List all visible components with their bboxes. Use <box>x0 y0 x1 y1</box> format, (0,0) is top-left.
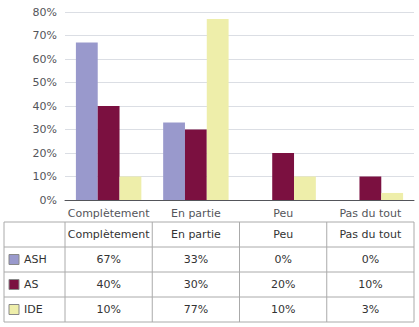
svg-text:33%: 33% <box>184 253 208 266</box>
svg-text:10%: 10% <box>96 303 120 316</box>
svg-text:30%: 30% <box>184 278 208 291</box>
svg-text:20%: 20% <box>271 278 295 291</box>
svg-text:Complètement: Complètement <box>68 228 150 241</box>
svg-text:40%: 40% <box>33 100 57 113</box>
svg-text:67%: 67% <box>96 253 120 266</box>
svg-text:60%: 60% <box>33 53 57 66</box>
svg-text:20%: 20% <box>33 147 57 160</box>
svg-text:AS: AS <box>24 278 39 291</box>
svg-text:0%: 0% <box>40 194 57 207</box>
svg-text:30%: 30% <box>33 123 57 136</box>
svg-text:10%: 10% <box>33 170 57 183</box>
svg-text:Pas du tout: Pas du tout <box>339 228 402 241</box>
svg-text:70%: 70% <box>33 29 57 42</box>
svg-text:50%: 50% <box>33 76 57 89</box>
svg-text:10%: 10% <box>271 303 295 316</box>
svg-text:80%: 80% <box>33 6 57 19</box>
svg-text:ASH: ASH <box>24 253 47 266</box>
svg-text:Complètement: Complètement <box>68 207 150 220</box>
svg-text:0%: 0% <box>362 253 379 266</box>
svg-text:IDE: IDE <box>24 303 43 316</box>
svg-text:77%: 77% <box>184 303 208 316</box>
svg-text:Peu: Peu <box>273 207 293 220</box>
svg-text:En partie: En partie <box>171 228 221 241</box>
svg-text:Pas du tout: Pas du tout <box>339 207 402 220</box>
svg-text:Peu: Peu <box>273 228 293 241</box>
svg-text:0%: 0% <box>274 253 291 266</box>
svg-text:10%: 10% <box>358 278 382 291</box>
svg-text:40%: 40% <box>96 278 120 291</box>
svg-text:En partie: En partie <box>171 207 221 220</box>
svg-text:3%: 3% <box>362 303 379 316</box>
